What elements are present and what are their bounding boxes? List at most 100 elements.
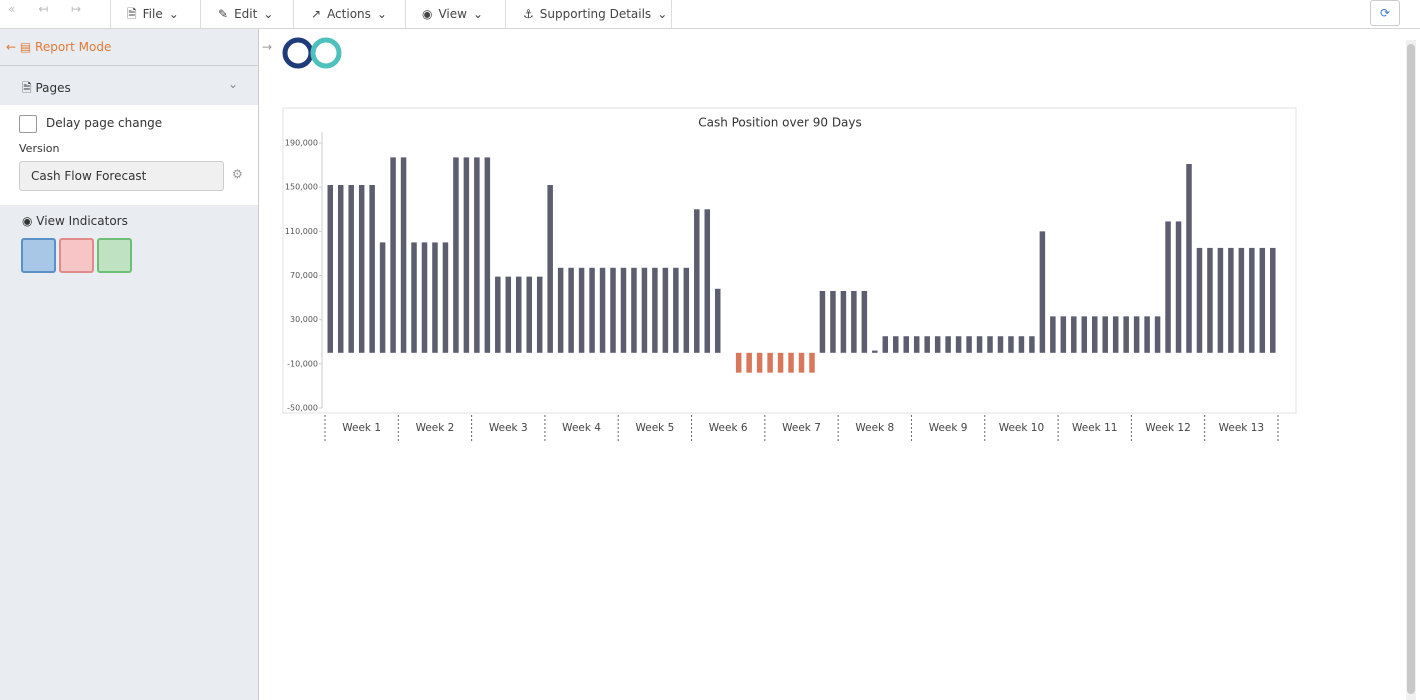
bar [379,242,386,353]
indicator-blue[interactable] [21,238,56,273]
menu-label[interactable]: File [142,7,163,21]
bar [589,267,595,353]
indicator-green[interactable] [97,238,132,273]
view-indicators[interactable]: ◉ View Indicators [22,214,128,228]
bar [495,276,501,353]
collapse-arrow[interactable]: → [262,40,273,54]
x-group-label: Week 9 [929,422,968,434]
nav-buttons[interactable]: « ↤ ↦ [8,2,82,16]
bar [1112,316,1119,353]
bar [662,267,669,353]
menu-edit[interactable]: ✎ Edit ⌄ [218,7,274,21]
bar [610,267,616,353]
bar [1228,247,1234,353]
menu-label[interactable]: Actions [327,7,371,21]
bar [913,336,920,353]
version-select[interactable]: Cash Flow Forecast [19,161,224,191]
bar [1217,247,1224,353]
bar [903,336,909,353]
separator [293,0,294,28]
separator [200,0,201,28]
bar [505,276,512,353]
x-group-label: Week 2 [416,422,455,434]
y-tick-label: 30,000 [290,315,318,324]
bar [348,184,354,353]
gear-icon[interactable]: ⚙ [232,167,243,181]
bar [1259,247,1266,353]
bar [735,352,742,373]
report-mode[interactable]: ← ▤ Report Mode [6,40,112,54]
bar [453,157,459,353]
bar [1175,221,1182,353]
bar [463,157,470,353]
x-group-label: Week 10 [999,422,1044,434]
bar [557,267,564,353]
bar [1123,316,1129,353]
scrollbar[interactable] [1406,40,1416,700]
bar [1186,164,1192,353]
bar [484,157,491,353]
bar [955,336,962,353]
bar [1018,336,1025,353]
bar [1249,247,1255,353]
menu-actions[interactable]: ↗ Actions ⌄ [311,7,387,21]
bar [337,184,344,353]
bar [599,267,606,353]
bar [1050,316,1056,353]
pages-label[interactable]: Pages [35,81,71,95]
x-group-label: Week 1 [342,422,381,434]
bar [641,267,648,353]
bar [1133,316,1140,353]
bar [798,352,805,373]
version-label: Version [19,142,60,155]
bar [652,267,658,353]
menu-label[interactable]: Edit [234,7,258,21]
bar [411,242,417,353]
bar [1060,316,1067,353]
bar [358,184,365,353]
y-tick-label: 110,000 [285,227,318,236]
pages-header[interactable]: 🗎 Pages [22,81,71,95]
chart-title: Cash Position over 90 Days [698,116,862,130]
bar [1091,316,1098,353]
bar [400,157,407,353]
bar [704,209,711,353]
bar [987,336,993,353]
settings-panel: Delay page change Version Cash Flow Fore… [0,105,258,205]
bar [516,276,522,353]
indicators-label[interactable]: View Indicators [36,214,128,228]
bar [1154,316,1161,353]
bar [767,352,773,373]
menu-file[interactable]: 🗎 File ⌄ [127,7,179,21]
x-group-label: Week 12 [1145,422,1190,434]
menu-supporting[interactable]: ⚓ Supporting Details ⌄ [523,7,668,21]
bar [369,184,375,353]
bar [578,267,585,353]
bar [809,352,815,373]
x-group-label: Week 6 [709,422,748,434]
toolbar: « ↤ ↦ 🗎 File ⌄ ✎ Edit ⌄ ↗ Actions ⌄ ◉ Vi… [0,0,1420,29]
bar [945,336,951,353]
refresh-button[interactable]: ⟳ [1370,0,1400,26]
chart: Cash Position over 90 Days -50,000 -10,00… [282,107,1297,443]
bar [966,336,972,353]
bar [1196,247,1203,353]
menu-label[interactable]: View [438,7,467,21]
indicator-red[interactable] [59,238,94,273]
bar [568,267,574,353]
bar [1144,316,1150,353]
checkbox-label: Delay page change [46,116,163,130]
bar [1207,247,1213,353]
bar [536,276,543,353]
menu-label[interactable]: Supporting Details [539,7,652,21]
bar [861,290,868,353]
menu-view[interactable]: ◉ View ⌄ [422,7,484,21]
bar [421,242,428,353]
checkbox[interactable] [19,115,37,133]
x-group-label: Week 13 [1219,422,1264,434]
report-mode-label[interactable]: Report Mode [35,40,112,54]
y-tick-label: -50,000 [287,404,318,413]
bar [714,288,721,353]
chevron[interactable]: ⌄ [228,77,239,91]
